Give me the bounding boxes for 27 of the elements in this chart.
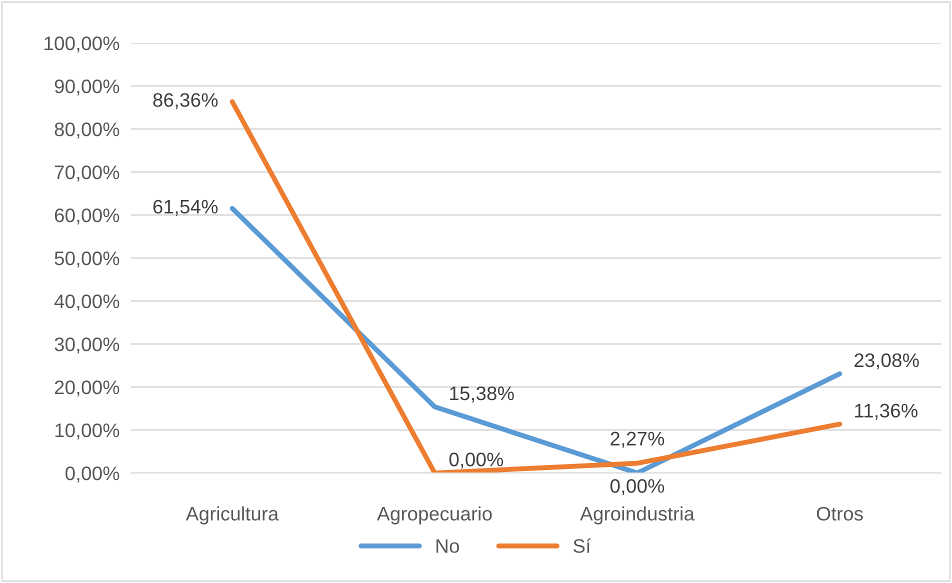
x-tick-label: Agroindustria bbox=[580, 506, 695, 524]
data-label: 15,38% bbox=[450, 386, 514, 403]
data-label: 86,36% bbox=[153, 93, 218, 110]
legend-label: No bbox=[436, 539, 459, 553]
data-label: 23,08% bbox=[854, 353, 919, 370]
y-tick-label: 80,00% bbox=[54, 122, 120, 139]
y-tick-label: 40,00% bbox=[54, 294, 120, 311]
x-tick-label: Agropecuario bbox=[376, 506, 492, 524]
y-tick-label: 100,00% bbox=[44, 36, 120, 53]
y-tick-label: 10,00% bbox=[55, 423, 120, 440]
x-tick-label: Otros bbox=[816, 506, 863, 521]
line-series bbox=[230, 206, 842, 473]
data-label: 61,54% bbox=[153, 200, 218, 216]
data-label: 0,00% bbox=[610, 479, 664, 496]
y-tick-label: 0,00% bbox=[66, 466, 120, 483]
data-label: 0,00% bbox=[449, 452, 504, 469]
y-tick-label: 90,00% bbox=[54, 79, 120, 96]
y-tick-label: 20,00% bbox=[54, 380, 120, 397]
line-series bbox=[230, 99, 842, 473]
data-label: 11,36% bbox=[855, 404, 918, 420]
y-tick-label: 30,00% bbox=[54, 337, 120, 354]
data-label: 2,27% bbox=[610, 432, 664, 448]
y-tick-label: 70,00% bbox=[54, 165, 120, 182]
legend-label: Sí bbox=[573, 538, 591, 553]
y-tick-label: 50,00% bbox=[54, 251, 120, 268]
x-tick-label: Agricultura bbox=[186, 506, 279, 524]
y-tick-label: 60,00% bbox=[54, 208, 120, 225]
